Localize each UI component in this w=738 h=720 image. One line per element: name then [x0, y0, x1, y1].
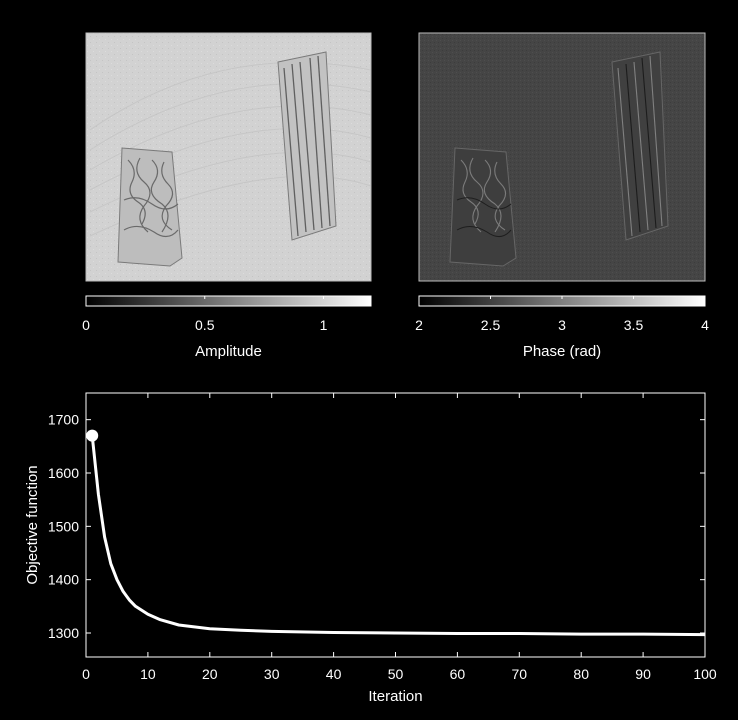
objective-series-line [90, 435, 706, 637]
y-tick-label: 1300 [48, 625, 79, 641]
amplitude-tick-label: 0 [82, 317, 90, 333]
y-tick-label: 1400 [48, 572, 79, 588]
amplitude-panel [85, 32, 372, 282]
x-tick-label: 40 [326, 666, 342, 682]
x-axis-label: Iteration [368, 688, 422, 705]
phase-panel [418, 32, 706, 282]
phase-tick-label: 3.5 [624, 317, 644, 333]
phase-tick-label: 4 [701, 317, 709, 333]
x-tick-label: 20 [202, 666, 218, 682]
plot-area [85, 392, 706, 658]
phase-colorbar-ticks: 2 2.5 3 3.5 4 [415, 296, 709, 333]
x-tick-label: 80 [573, 666, 589, 682]
amplitude-colorbar: 0 0.5 1 Amplitude [82, 295, 372, 360]
amplitude-colorbar-ticks: 0 0.5 1 [82, 296, 328, 333]
phase-colorbar-label: Phase (rad) [523, 343, 601, 360]
x-axis-ticks: 0 10 20 30 40 50 60 70 80 90 100 [82, 393, 717, 682]
x-tick-label: 70 [512, 666, 528, 682]
x-tick-label: 60 [450, 666, 466, 682]
x-tick-label: 50 [388, 666, 404, 682]
amplitude-right-specimen [277, 51, 337, 241]
phase-tick-label: 2.5 [481, 317, 501, 333]
phase-tick-label: 2 [415, 317, 423, 333]
amplitude-colorbar-label: Amplitude [195, 343, 262, 360]
objective-chart: 0 10 20 30 40 50 60 70 80 90 100 13001400150016001… [24, 392, 717, 705]
x-tick-label: 30 [264, 666, 280, 682]
y-axis-ticks: 1300 1400 1500 1600 1700 [48, 412, 705, 641]
y-tick-label: 1500 [48, 518, 79, 534]
x-tick-label: 0 [82, 666, 90, 682]
y-axis-label: Objective function [24, 465, 41, 584]
phase-left-specimen [449, 147, 517, 267]
x-tick-label: 100 [693, 666, 717, 682]
phase-colorbar: 2 2.5 3 3.5 4 Phase (rad) [415, 295, 709, 360]
x-tick-label: 90 [635, 666, 651, 682]
x-tick-label: 10 [140, 666, 156, 682]
y-tick-label: 1700 [48, 412, 79, 428]
phase-tick-label: 3 [558, 317, 566, 333]
y-tick-label: 1600 [48, 465, 79, 481]
start-marker-point [86, 429, 99, 442]
amplitude-tick-label: 0.5 [195, 317, 215, 333]
amplitude-left-specimen [117, 147, 183, 267]
phase-right-specimen [611, 51, 669, 241]
amplitude-tick-label: 1 [320, 317, 328, 333]
amplitude-colorbar-gradient [85, 295, 372, 307]
